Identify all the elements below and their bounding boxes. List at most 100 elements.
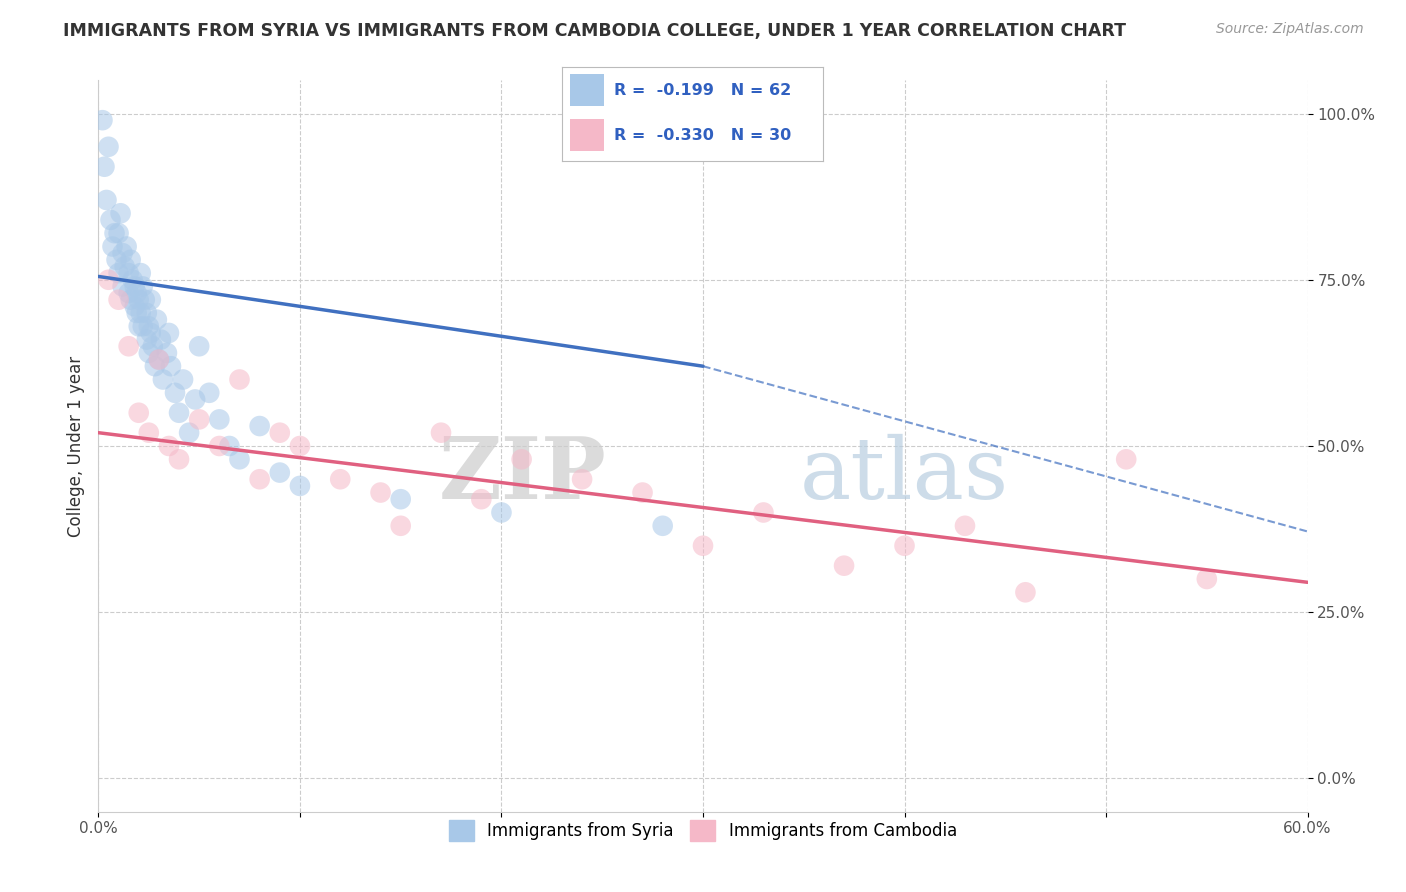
Point — [208, 412, 231, 426]
Text: atlas: atlas — [800, 434, 1010, 516]
Point — [491, 506, 513, 520]
Point — [111, 246, 134, 260]
Point — [96, 193, 118, 207]
Point — [249, 419, 271, 434]
Point — [389, 518, 412, 533]
Point — [125, 286, 148, 301]
Point — [163, 385, 186, 400]
Point — [146, 312, 169, 326]
Point — [148, 352, 170, 367]
Point — [118, 339, 141, 353]
Point — [832, 558, 855, 573]
Point — [120, 252, 142, 267]
Point — [139, 326, 162, 340]
Point — [124, 299, 146, 313]
Point — [249, 472, 271, 486]
Bar — [571, 120, 605, 152]
Point — [953, 518, 976, 533]
Point — [149, 333, 172, 347]
Point — [135, 333, 157, 347]
Point — [1014, 585, 1036, 599]
Point — [135, 306, 157, 320]
Bar — [571, 74, 605, 106]
Point — [128, 319, 150, 334]
Point — [218, 439, 240, 453]
Point — [1115, 452, 1137, 467]
Legend: Immigrants from Syria, Immigrants from Cambodia: Immigrants from Syria, Immigrants from C… — [443, 814, 963, 847]
Point — [143, 359, 166, 374]
Point — [184, 392, 207, 407]
Point — [114, 260, 136, 274]
Point — [107, 293, 129, 307]
Text: R =  -0.330   N = 30: R = -0.330 N = 30 — [614, 128, 792, 143]
Point — [188, 412, 211, 426]
Point — [148, 352, 170, 367]
Point — [152, 372, 174, 386]
Point — [134, 293, 156, 307]
Point — [115, 239, 138, 253]
Point — [107, 266, 129, 280]
Text: Source: ZipAtlas.com: Source: ZipAtlas.com — [1216, 22, 1364, 37]
Point — [107, 226, 129, 240]
Point — [105, 252, 128, 267]
Point — [121, 273, 143, 287]
Point — [138, 319, 160, 334]
Point — [269, 466, 291, 480]
Text: IMMIGRANTS FROM SYRIA VS IMMIGRANTS FROM CAMBODIA COLLEGE, UNDER 1 YEAR CORRELAT: IMMIGRANTS FROM SYRIA VS IMMIGRANTS FROM… — [63, 22, 1126, 40]
Point — [142, 339, 165, 353]
Point — [129, 306, 152, 320]
Point — [125, 306, 148, 320]
Point — [160, 359, 183, 374]
Point — [139, 293, 162, 307]
Point — [156, 346, 179, 360]
Point — [118, 286, 141, 301]
Point — [128, 293, 150, 307]
Point — [208, 439, 231, 453]
Point — [1195, 572, 1218, 586]
Text: R =  -0.199   N = 62: R = -0.199 N = 62 — [614, 83, 792, 98]
Point — [120, 293, 142, 307]
Point — [118, 266, 141, 280]
Point — [128, 406, 150, 420]
Point — [91, 113, 114, 128]
Point — [631, 485, 654, 500]
Point — [138, 346, 160, 360]
Point — [188, 339, 211, 353]
Point — [179, 425, 201, 440]
Point — [132, 279, 155, 293]
Y-axis label: College, Under 1 year: College, Under 1 year — [66, 355, 84, 537]
Point — [157, 326, 180, 340]
Point — [132, 319, 155, 334]
Point — [510, 452, 533, 467]
Point — [167, 406, 190, 420]
Point — [157, 439, 180, 453]
Point — [110, 206, 132, 220]
Point — [651, 518, 673, 533]
Point — [571, 472, 593, 486]
Point — [893, 539, 915, 553]
Point — [288, 439, 311, 453]
Point — [100, 213, 122, 227]
Point — [111, 279, 134, 293]
Point — [97, 140, 120, 154]
Point — [370, 485, 392, 500]
Point — [329, 472, 352, 486]
Point — [167, 452, 190, 467]
Point — [228, 452, 250, 467]
Point — [288, 479, 311, 493]
Point — [228, 372, 250, 386]
Point — [752, 506, 775, 520]
Point — [172, 372, 194, 386]
Point — [389, 492, 412, 507]
Point — [97, 273, 120, 287]
Point — [124, 279, 146, 293]
Point — [93, 160, 115, 174]
Point — [101, 239, 124, 253]
Point — [692, 539, 714, 553]
Point — [470, 492, 492, 507]
Point — [430, 425, 453, 440]
Text: ZIP: ZIP — [439, 434, 606, 517]
Point — [198, 385, 221, 400]
Point — [129, 266, 152, 280]
Point — [269, 425, 291, 440]
